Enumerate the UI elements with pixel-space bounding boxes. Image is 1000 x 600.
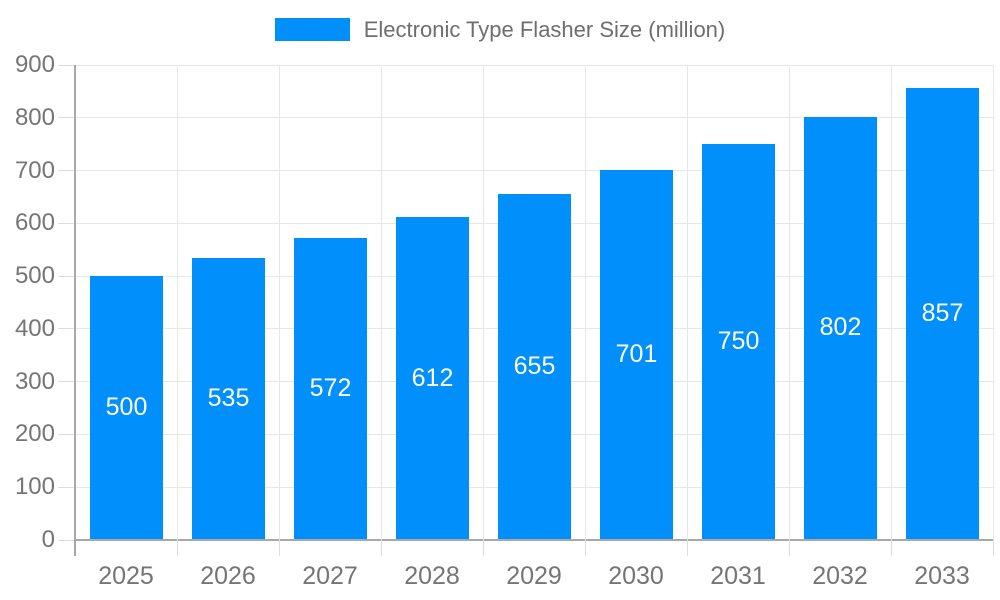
y-tick [58,381,75,383]
legend-label: Electronic Type Flasher Size (million) [363,17,726,42]
bar[interactable] [906,87,979,539]
x-tick-label: 2027 [302,562,358,590]
y-tick-label: 200 [14,420,55,448]
y-axis-line [74,65,76,556]
bar[interactable] [498,194,571,539]
x-tick [584,540,586,556]
x-gridline [482,65,484,540]
x-tick-label: 2031 [710,562,766,590]
y-tick [58,433,75,435]
legend[interactable]: Electronic Type Flasher Size (million) [0,18,1000,41]
y-tick-label: 0 [41,526,55,553]
x-gridline [686,65,688,540]
y-tick-label: 900 [14,51,55,78]
bar[interactable] [192,257,265,539]
y-tick-label: 800 [14,103,55,131]
y-tick [58,170,75,172]
x-tick-label: 2025 [98,562,154,590]
y-tick-label: 600 [14,209,55,237]
x-gridline [584,65,586,540]
y-tick-label: 400 [14,314,55,342]
x-tick [176,540,178,556]
x-tick-label: 2028 [404,562,460,590]
x-tick [278,540,280,556]
bar[interactable] [804,116,877,539]
x-tick-label: 2029 [506,562,562,590]
x-axis-line [75,539,993,541]
y-gridline [75,64,993,66]
y-tick [58,539,75,541]
x-gridline [380,65,382,540]
y-tick-label: 500 [14,262,55,290]
bar[interactable] [702,144,775,539]
x-tick [992,540,994,556]
y-tick-label: 300 [14,367,55,395]
x-gridline [788,65,790,540]
x-tick-label: 2030 [608,562,664,590]
x-gridline [176,65,178,540]
plot-right-gridline [992,65,994,540]
x-tick [890,540,892,556]
y-tick [58,275,75,277]
bar[interactable] [90,276,163,539]
bar[interactable] [294,238,367,539]
x-tick [686,540,688,556]
y-tick-label: 100 [14,473,55,501]
x-tick-label: 2033 [914,562,970,590]
y-tick [58,222,75,224]
y-tick-label: 700 [14,156,55,184]
legend-swatch [274,18,350,41]
y-tick [58,486,75,488]
x-tick-label: 2032 [812,562,868,590]
bar[interactable] [600,170,673,539]
x-tick [74,540,76,556]
x-tick [788,540,790,556]
x-tick [482,540,484,556]
x-tick-label: 2026 [200,562,256,590]
bar[interactable] [396,217,469,539]
x-tick [380,540,382,556]
y-tick [58,328,75,330]
y-tick [58,64,75,66]
x-gridline [278,65,280,540]
x-gridline [890,65,892,540]
y-tick [58,117,75,119]
